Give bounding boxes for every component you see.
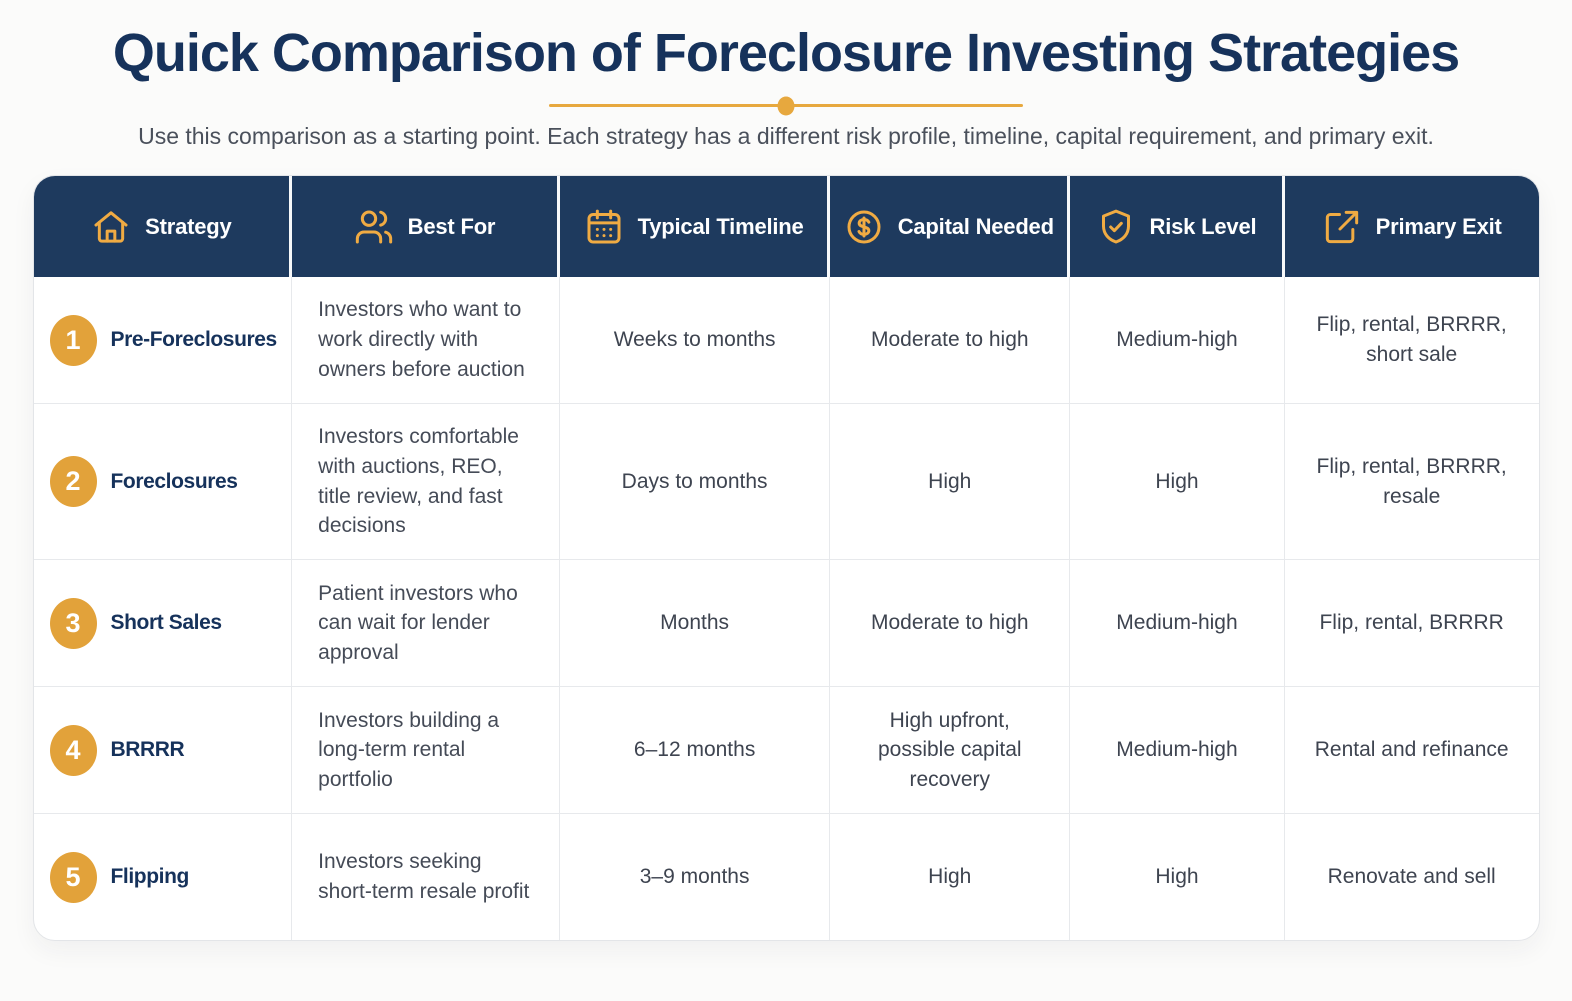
house-icon: [91, 207, 131, 247]
table-header-row: Strategy Best For: [33, 176, 1539, 277]
header-label: Risk Level: [1149, 213, 1257, 239]
table-row: 1 Pre-Foreclosures Investors who want to…: [34, 277, 1539, 403]
infographic-page: Quick Comparison of Foreclosure Investin…: [0, 22, 1572, 1001]
capital-cell: Moderate to high: [830, 560, 1071, 687]
table-row: 5 Flipping Investors seeking short-term …: [33, 813, 1539, 941]
table-row: 4 BRRRR Investors building a long-term r…: [33, 686, 1539, 814]
row-number: 3: [65, 608, 81, 639]
header-primary-exit: Primary Exit: [1284, 176, 1539, 277]
header-label: Best For: [407, 213, 496, 239]
header-label: Capital Needed: [897, 213, 1054, 239]
risk-cell: Medium-high: [1070, 277, 1285, 403]
users-icon: [354, 207, 394, 247]
exit-cell: Renovate and sell: [1327, 865, 1496, 889]
table-row: 3 Short Sales Patient investors who can …: [33, 559, 1539, 687]
row-number: 4: [65, 735, 81, 766]
header-risk-level: Risk Level: [1070, 176, 1285, 277]
timeline-cell: Days to months: [560, 404, 831, 560]
best-for-cell: Investors seeking short-term resale prof…: [292, 814, 560, 941]
exit-cell: Flip, rental, BRRRR, resale: [1316, 454, 1507, 508]
header-best-for: Best For: [292, 176, 560, 277]
best-for-cell: Investors who want to work directly with…: [292, 277, 560, 403]
strategy-cell: 5 Flipping: [34, 814, 293, 941]
risk-cell: High: [1070, 814, 1285, 941]
timeline-cell: 3–9 months: [560, 814, 831, 941]
strategy-cell: 3 Short Sales: [34, 560, 293, 687]
calendar-icon: [584, 207, 624, 247]
exit-cell: Rental and refinance: [1314, 738, 1509, 762]
header-label: Strategy: [145, 213, 232, 239]
strategy-name: Pre-Foreclosures: [110, 328, 278, 352]
exit-cell: Flip, rental, BRRRR: [1319, 611, 1504, 635]
strategy-cell: 4 BRRRR: [34, 687, 293, 814]
row-number-badge: 3: [49, 597, 97, 649]
best-for-cell: Investors comfortable with auctions, REO…: [292, 404, 560, 560]
divider-dot: [777, 96, 795, 115]
row-number-badge: 5: [49, 851, 97, 903]
page-subtitle: Use this comparison as a starting point.…: [138, 123, 1434, 149]
capital-cell: High: [830, 814, 1071, 941]
risk-cell: Medium-high: [1070, 687, 1285, 814]
best-for-cell: Patient investors who can wait for lende…: [292, 560, 560, 687]
risk-cell: Medium-high: [1070, 560, 1285, 687]
capital-cell: Moderate to high: [830, 277, 1071, 403]
table-body: 1 Pre-Foreclosures Investors who want to…: [33, 277, 1539, 941]
comparison-table: Strategy Best For: [32, 175, 1540, 942]
row-number-badge: 4: [49, 724, 97, 776]
row-number: 2: [65, 466, 81, 497]
best-for-cell: Investors building a long-term rental po…: [292, 687, 560, 814]
capital-cell: High upfront, possible capital recovery: [830, 687, 1071, 814]
header-label: Typical Timeline: [637, 213, 804, 239]
row-number: 1: [65, 324, 81, 355]
strategy-cell: 2 Foreclosures: [34, 404, 293, 560]
page-title: Quick Comparison of Foreclosure Investin…: [112, 23, 1460, 83]
timeline-cell: 6–12 months: [560, 687, 831, 814]
strategy-cell: 1 Pre-Foreclosures: [34, 277, 293, 403]
dollar-circle-icon: [844, 207, 884, 247]
strategy-name: Flipping: [110, 865, 190, 889]
header-capital-needed: Capital Needed: [830, 176, 1071, 277]
risk-cell: High: [1070, 404, 1285, 560]
header-typical-timeline: Typical Timeline: [559, 176, 831, 277]
strategy-name: Foreclosures: [110, 469, 238, 493]
strategy-name: Short Sales: [110, 611, 223, 635]
header-label: Primary Exit: [1375, 213, 1502, 239]
timeline-cell: Weeks to months: [560, 277, 831, 403]
gold-divider: [549, 96, 1023, 115]
exit-cell: Flip, rental, BRRRR, short sale: [1316, 313, 1507, 366]
header-strategy: Strategy: [33, 176, 293, 277]
capital-cell: High: [830, 404, 1071, 560]
strategy-name: BRRRR: [110, 738, 185, 762]
external-link-icon: [1322, 207, 1362, 247]
shield-check-icon: [1096, 207, 1136, 247]
row-number-badge: 2: [49, 456, 97, 508]
row-number: 5: [65, 862, 81, 893]
timeline-cell: Months: [560, 560, 831, 687]
row-number-badge: 1: [49, 314, 97, 366]
table-row: 2 Foreclosures Investors comfortable wit…: [33, 403, 1539, 560]
